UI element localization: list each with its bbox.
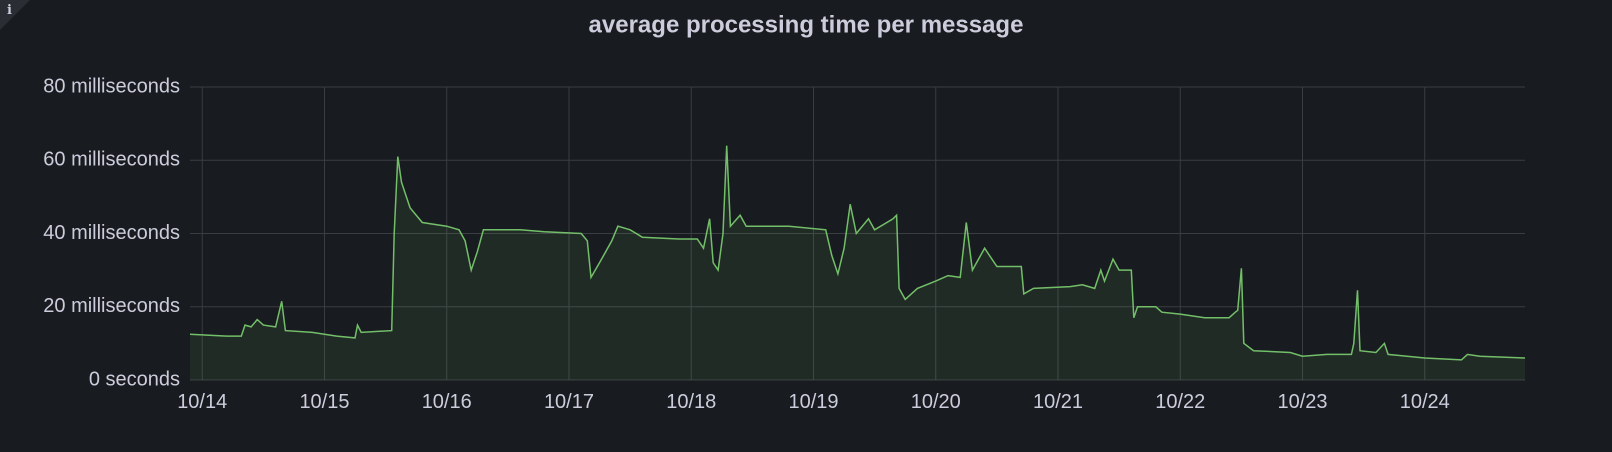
x-tick-label: 10/18 xyxy=(666,391,716,413)
area-fill xyxy=(190,145,1525,380)
x-tick-label: 10/15 xyxy=(299,391,349,413)
x-tick-label: 10/24 xyxy=(1400,391,1450,413)
x-tick-label: 10/23 xyxy=(1277,391,1327,413)
series-line xyxy=(189,145,1526,361)
y-tick-label: 80 milliseconds xyxy=(43,75,180,97)
chart-title: average processing time per message xyxy=(589,11,1024,38)
x-tick-label: 10/20 xyxy=(911,391,961,413)
y-tick-label: 40 milliseconds xyxy=(43,222,180,244)
x-tick-label: 10/19 xyxy=(788,391,838,413)
y-tick-label: 0 seconds xyxy=(89,368,180,390)
x-tick-label: 10/17 xyxy=(544,391,594,413)
x-tick-label: 10/21 xyxy=(1033,391,1083,413)
x-tick-label: 10/22 xyxy=(1155,391,1205,413)
x-tick-label: 10/14 xyxy=(177,391,227,413)
info-icon[interactable]: i xyxy=(7,3,12,18)
x-tick-label: 10/16 xyxy=(422,391,472,413)
info-corner[interactable] xyxy=(0,0,30,30)
y-tick-label: 20 milliseconds xyxy=(43,295,180,317)
y-tick-label: 60 milliseconds xyxy=(43,149,180,171)
